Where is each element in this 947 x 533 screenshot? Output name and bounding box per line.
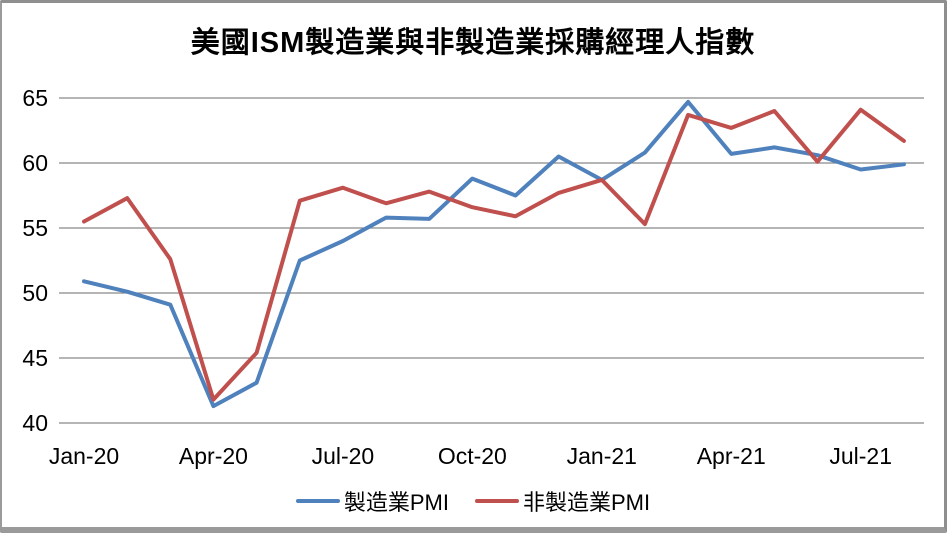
legend-item-manufacturing: 製造業PMI bbox=[295, 485, 449, 517]
chart-title: 美國ISM製造業與非製造業採購經理人指數 bbox=[190, 27, 756, 59]
non-manufacturing-line-swatch-icon bbox=[475, 499, 519, 503]
manufacturing-pmi-line bbox=[82, 99, 906, 409]
chart-legend: 製造業PMI 非製造業PMI bbox=[2, 485, 944, 517]
y-axis-tick-label: 50 bbox=[22, 280, 48, 306]
x-axis-tick-label: Jul-21 bbox=[829, 443, 892, 469]
x-axis-tick-label: Apr-21 bbox=[697, 443, 766, 469]
y-axis-tick-label: 60 bbox=[22, 150, 48, 176]
pmi-line-chart: 40 45 50 55 60 65 Jan-20 Apr-20 Jul-20 Oct-20 Jan-… bbox=[22, 85, 924, 469]
legend-item-non-manufacturing: 非製造業PMI bbox=[475, 485, 650, 517]
x-axis-tick-label: Oct-20 bbox=[438, 443, 507, 469]
y-axis-tick-label: 65 bbox=[22, 85, 48, 111]
x-axis-tick-label: Jan-21 bbox=[567, 443, 637, 469]
x-axis-tick-label: Apr-20 bbox=[179, 443, 248, 469]
legend-label-manufacturing: 製造業PMI bbox=[343, 490, 449, 515]
y-axis-tick-label: 55 bbox=[22, 215, 48, 241]
legend-label-non-manufacturing: 非製造業PMI bbox=[523, 490, 651, 515]
non-manufacturing-pmi-line bbox=[82, 107, 906, 402]
manufacturing-line-swatch-icon bbox=[295, 499, 340, 503]
y-axis-tick-label: 45 bbox=[22, 345, 48, 371]
x-axis-tick-label: Jul-20 bbox=[312, 443, 375, 469]
y-axis-tick-label: 40 bbox=[22, 410, 48, 436]
x-axis-tick-label: Jan-20 bbox=[49, 443, 119, 469]
